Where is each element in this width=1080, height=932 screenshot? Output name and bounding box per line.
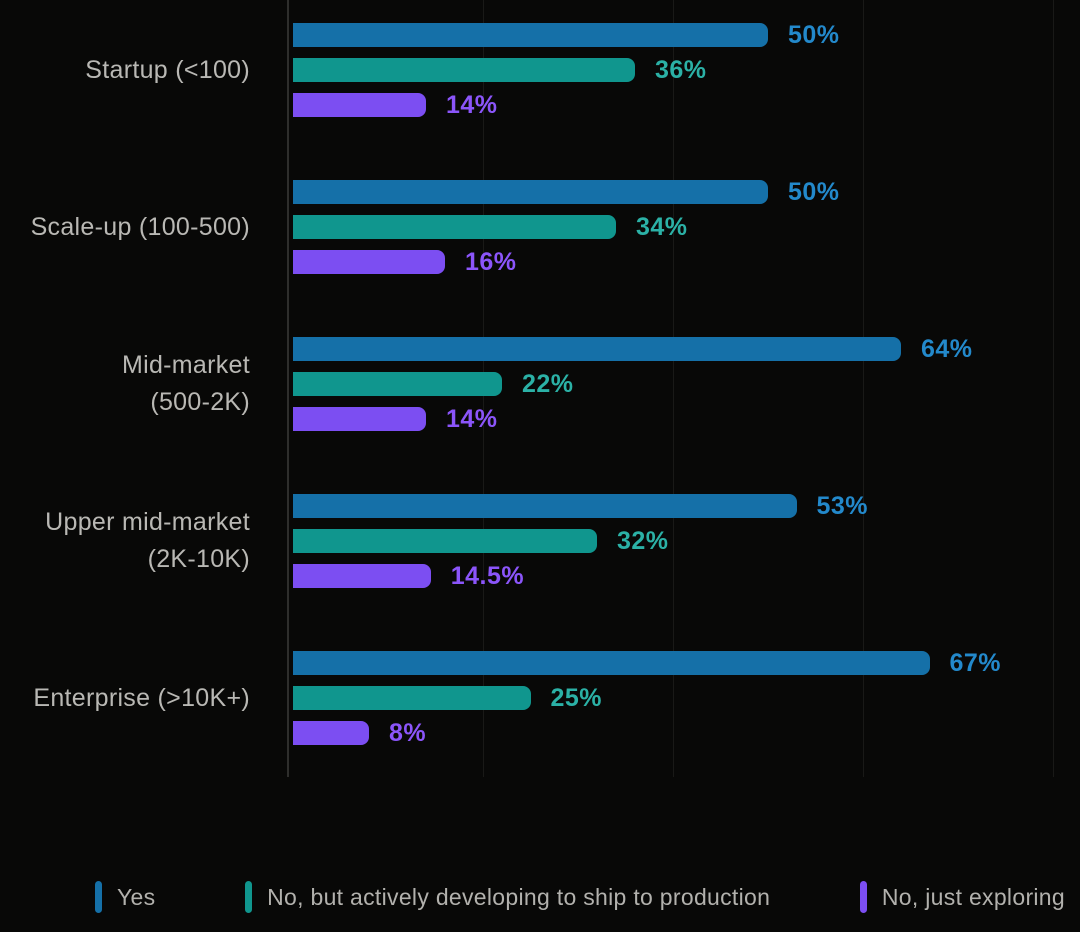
value-label-no-exploring: 14% — [446, 404, 498, 433]
legend-label-yes: Yes — [117, 883, 156, 910]
category-label: Upper mid-market (2K-10K) — [45, 508, 250, 573]
bar-no-exploring — [293, 250, 445, 274]
category-label: Startup (<100) — [85, 55, 250, 84]
value-label-no-developing: 32% — [617, 526, 669, 555]
gridline-80 — [1053, 0, 1054, 777]
bar-no-developing — [293, 686, 531, 710]
value-label-no-exploring: 8% — [389, 718, 427, 747]
bar-yes — [293, 180, 768, 204]
legend-swatch-yes-icon — [95, 881, 102, 913]
value-label-no-developing: 22% — [522, 369, 574, 398]
value-label-no-exploring: 16% — [465, 247, 517, 276]
bar-no-developing — [293, 58, 635, 82]
bar-yes — [293, 23, 768, 47]
bar-yes — [293, 337, 901, 361]
bar-no-exploring — [293, 407, 426, 431]
bar-yes — [293, 494, 797, 518]
bar-no-developing — [293, 529, 597, 553]
category-group: Mid-market (500-2K) 64% 22% 14% — [0, 334, 1080, 433]
value-label-yes: 64% — [921, 334, 973, 363]
bar-yes — [293, 651, 930, 675]
category-group: Startup (<100) 50% 36% 14% — [0, 20, 1080, 119]
value-label-no-exploring: 14.5% — [450, 561, 525, 590]
legend-label-no-developing: No, but actively developing to ship to p… — [267, 883, 771, 910]
value-label-yes: 50% — [788, 177, 840, 206]
y-axis-line — [287, 0, 289, 777]
legend: Yes No, but actively developing to ship … — [95, 876, 1065, 918]
legend-item-yes: Yes — [95, 881, 155, 913]
gridline-60 — [863, 0, 864, 777]
value-label-yes: 53% — [816, 491, 869, 520]
bar-no-exploring — [293, 93, 426, 117]
legend-swatch-no-exploring-icon — [859, 881, 867, 913]
category-label: Enterprise (>10K+) — [33, 683, 250, 712]
bar-no-developing — [293, 215, 616, 239]
category-group: Scale-up (100-500) 50% 34% 16% — [0, 177, 1080, 276]
gridline-40 — [673, 0, 674, 777]
legend-item-no-developing: No, but actively developing to ship to p… — [245, 881, 770, 913]
category-label: Mid-market (500-2K) — [121, 351, 250, 416]
legend-label-no-exploring: No, just exploring — [881, 883, 1065, 910]
value-label-yes: 50% — [788, 20, 840, 49]
legend-swatch-no-developing-icon — [245, 881, 253, 913]
value-label-yes: 67% — [949, 648, 1002, 677]
category-group: Upper mid-market (2K-10K) 53% 32% 14.5% — [0, 491, 1080, 590]
value-label-no-developing: 36% — [655, 55, 707, 84]
bar-no-developing — [293, 372, 502, 396]
value-label-no-developing: 34% — [636, 212, 688, 241]
bar-no-exploring — [293, 721, 369, 745]
value-label-no-exploring: 14% — [446, 90, 498, 119]
plot-area: Startup (<100) 50% 36% 14% Scale-up (100-500… — [0, 0, 1080, 777]
category-label: Scale-up (100-500) — [30, 212, 250, 241]
bar-no-exploring — [293, 564, 431, 588]
category-group: Enterprise (>10K+) 67% 25% 8% — [0, 648, 1080, 747]
legend-item-no-exploring: No, just exploring — [859, 881, 1065, 913]
value-label-no-developing: 25% — [550, 683, 603, 712]
